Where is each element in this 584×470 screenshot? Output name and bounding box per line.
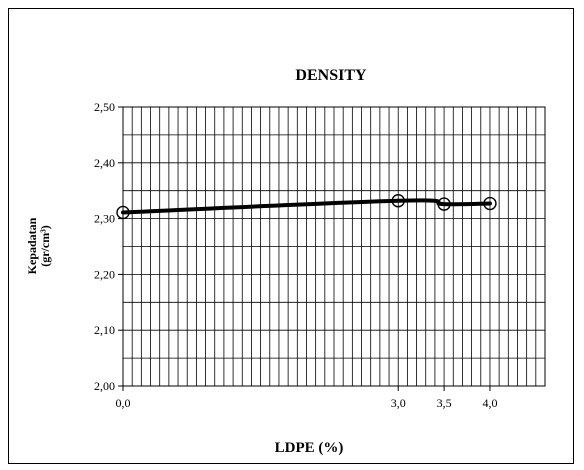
x-tick-label: 0,0 xyxy=(116,396,131,410)
data-markers xyxy=(116,194,497,220)
grid xyxy=(123,107,545,386)
data-point-marker xyxy=(391,194,405,208)
x-axis-ticks: 0,0 3,0 3,5 4,0 xyxy=(116,386,497,410)
y-tick-label: 2,40 xyxy=(94,156,115,170)
data-point-marker xyxy=(116,205,130,220)
x-tick-label: 3,0 xyxy=(391,396,406,410)
y-axis-ticks: 2,00 2,10 2,20 2,30 2,40 2,50 xyxy=(94,100,123,393)
y-axis-label-group: Kepadatan (gr/cm³) xyxy=(25,217,52,274)
data-point-marker xyxy=(483,196,497,211)
x-tick-label: 4,0 xyxy=(482,396,497,410)
y-tick-label: 2,50 xyxy=(94,100,115,114)
x-axis-label: LDPE (%) xyxy=(275,440,344,456)
x-tick-label: 3,5 xyxy=(437,396,452,410)
data-point-marker xyxy=(437,197,451,211)
density-chart: DENSITY 2,00 2,10 2,20 2,30 2,40 2,50 0,0 3,0 3… xyxy=(25,67,546,456)
y-tick-label: 2,10 xyxy=(94,323,115,337)
y-tick-label: 2,00 xyxy=(94,379,115,393)
y-axis-label: Kepadatan xyxy=(25,217,39,274)
y-axis-unit: (gr/cm³) xyxy=(38,225,52,267)
plot-area-border xyxy=(122,106,546,387)
chart-title: DENSITY xyxy=(295,67,367,84)
chart-frame: DENSITY 2,00 2,10 2,20 2,30 2,40 2,50 0,0 3,0 3… xyxy=(8,8,574,464)
y-tick-label: 2,30 xyxy=(94,212,115,226)
y-tick-label: 2,20 xyxy=(94,267,115,281)
series-line xyxy=(121,198,492,215)
